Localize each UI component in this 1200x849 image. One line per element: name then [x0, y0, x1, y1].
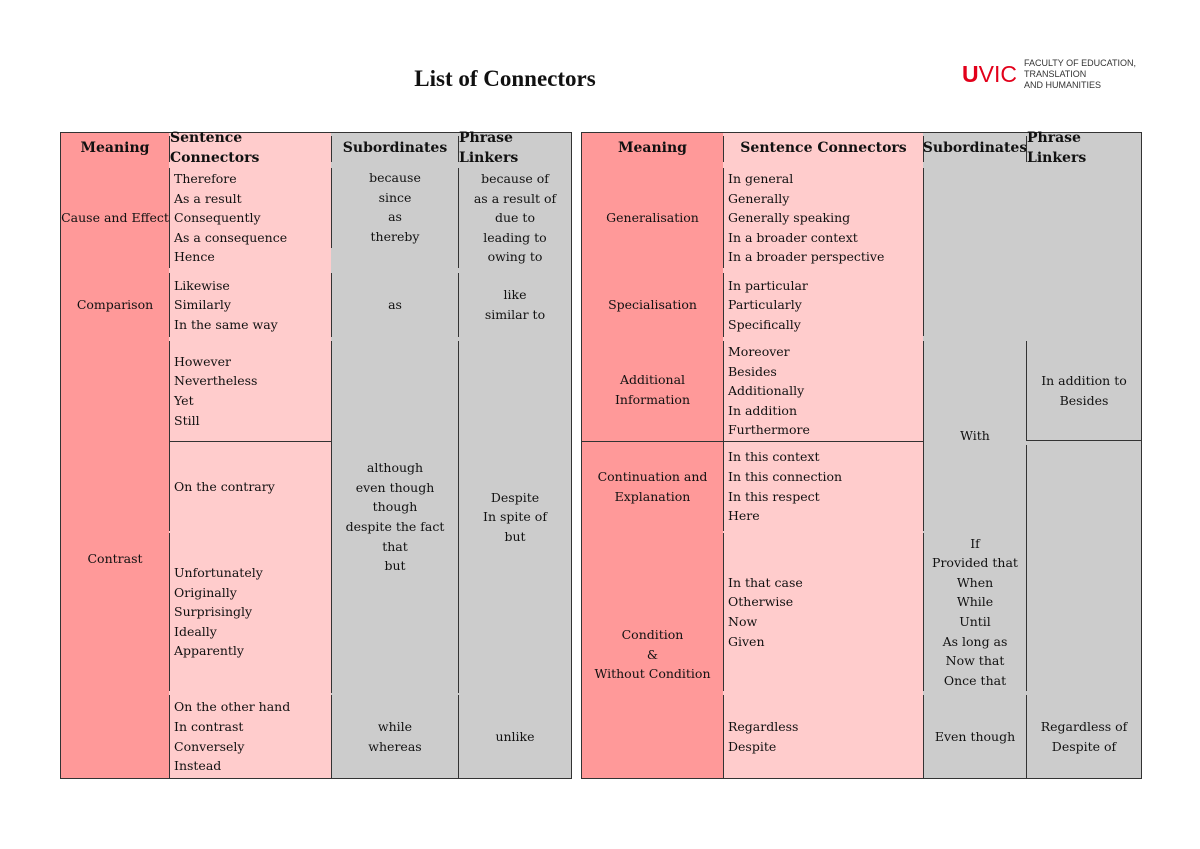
sentence-cell: Regardless Despite [723, 695, 923, 778]
logo-mark: UVIC [962, 61, 1017, 87]
sentence-cell: In particular Particularly Specifically [723, 273, 923, 337]
header-sentence-connectors: Sentence Connectors [169, 130, 331, 166]
sentence-cell: Likewise Similarly In the same way [169, 273, 331, 337]
subordinates-cell: With [923, 341, 1026, 531]
meaning-cell: Continuation and Explanation [582, 441, 723, 531]
phrase-linkers-cell: unlike [458, 695, 571, 778]
subordinates-cell: while whereas [331, 695, 458, 778]
subordinates-cell: If Provided that When While Until As lon… [923, 533, 1026, 691]
phrase-linkers-cell: Regardless of Despite of [1026, 695, 1141, 778]
uvic-logo: UVIC FACULTY OF EDUCATION, TRANSLATION A… [962, 58, 1136, 91]
sentence-cell: In that case Otherwise Now Given [723, 533, 923, 691]
sentence-cell: On the other hand In contrast Conversely… [169, 695, 331, 778]
meaning-cell: Additional Information [614, 372, 691, 407]
sentence-cell: In this context In this connection In th… [723, 441, 923, 531]
sentence-cell: Therefore As a result Consequently As a … [169, 168, 331, 268]
header-sentence-connectors: Sentence Connectors [723, 136, 923, 162]
page-title: List of Connectors [414, 66, 596, 91]
sentence-cell: In general Generally Generally speaking … [723, 168, 923, 268]
faculty-name: FACULTY OF EDUCATION, TRANSLATION AND HU… [1023, 58, 1136, 90]
meaning-cell: Specialisation [608, 297, 697, 313]
subordinates-cell: although even though though despite the … [331, 341, 458, 693]
phrase-linkers-cell: because of as a result of due to leading… [458, 168, 571, 268]
phrase-linkers-cell: Despite In spite of but [458, 341, 571, 693]
subordinates-cell: as [331, 273, 458, 337]
subordinates-cell: Even though [923, 695, 1026, 778]
sentence-cell: Unfortunately Originally Surprisingly Id… [169, 533, 331, 691]
connectors-table-right: Meaning Sentence Connectors Subordinates… [581, 130, 1142, 779]
sentence-cell: However Nevertheless Yet Still [169, 341, 331, 441]
header-phrase-linkers: Phrase Linkers [1026, 130, 1141, 166]
meaning-cell: Comparison [76, 297, 154, 313]
meaning-cell: Generalisation [606, 210, 699, 226]
meaning-cell: Cause and Effect [61, 210, 169, 226]
subordinates-cell: because since as thereby [331, 168, 458, 248]
sentence-cell: Moreover Besides Additionally In additio… [723, 341, 923, 441]
header-subordinates: Subordinates [331, 136, 458, 162]
header-meaning: Meaning [80, 140, 150, 157]
phrase-linkers-cell: In addition to Besides [1026, 341, 1141, 441]
meaning-cell: Condition & Without Condition [594, 627, 711, 682]
sentence-cell: On the contrary [169, 441, 331, 531]
meaning-cell: Contrast [87, 550, 143, 566]
header-subordinates: Subordinates [923, 136, 1027, 162]
connectors-table-left: Meaning Sentence Connectors Subordinates… [60, 130, 572, 779]
header-phrase-linkers: Phrase Linkers [458, 130, 571, 166]
phrase-linkers-cell: like similar to [458, 273, 571, 337]
header-meaning: Meaning [618, 140, 687, 157]
